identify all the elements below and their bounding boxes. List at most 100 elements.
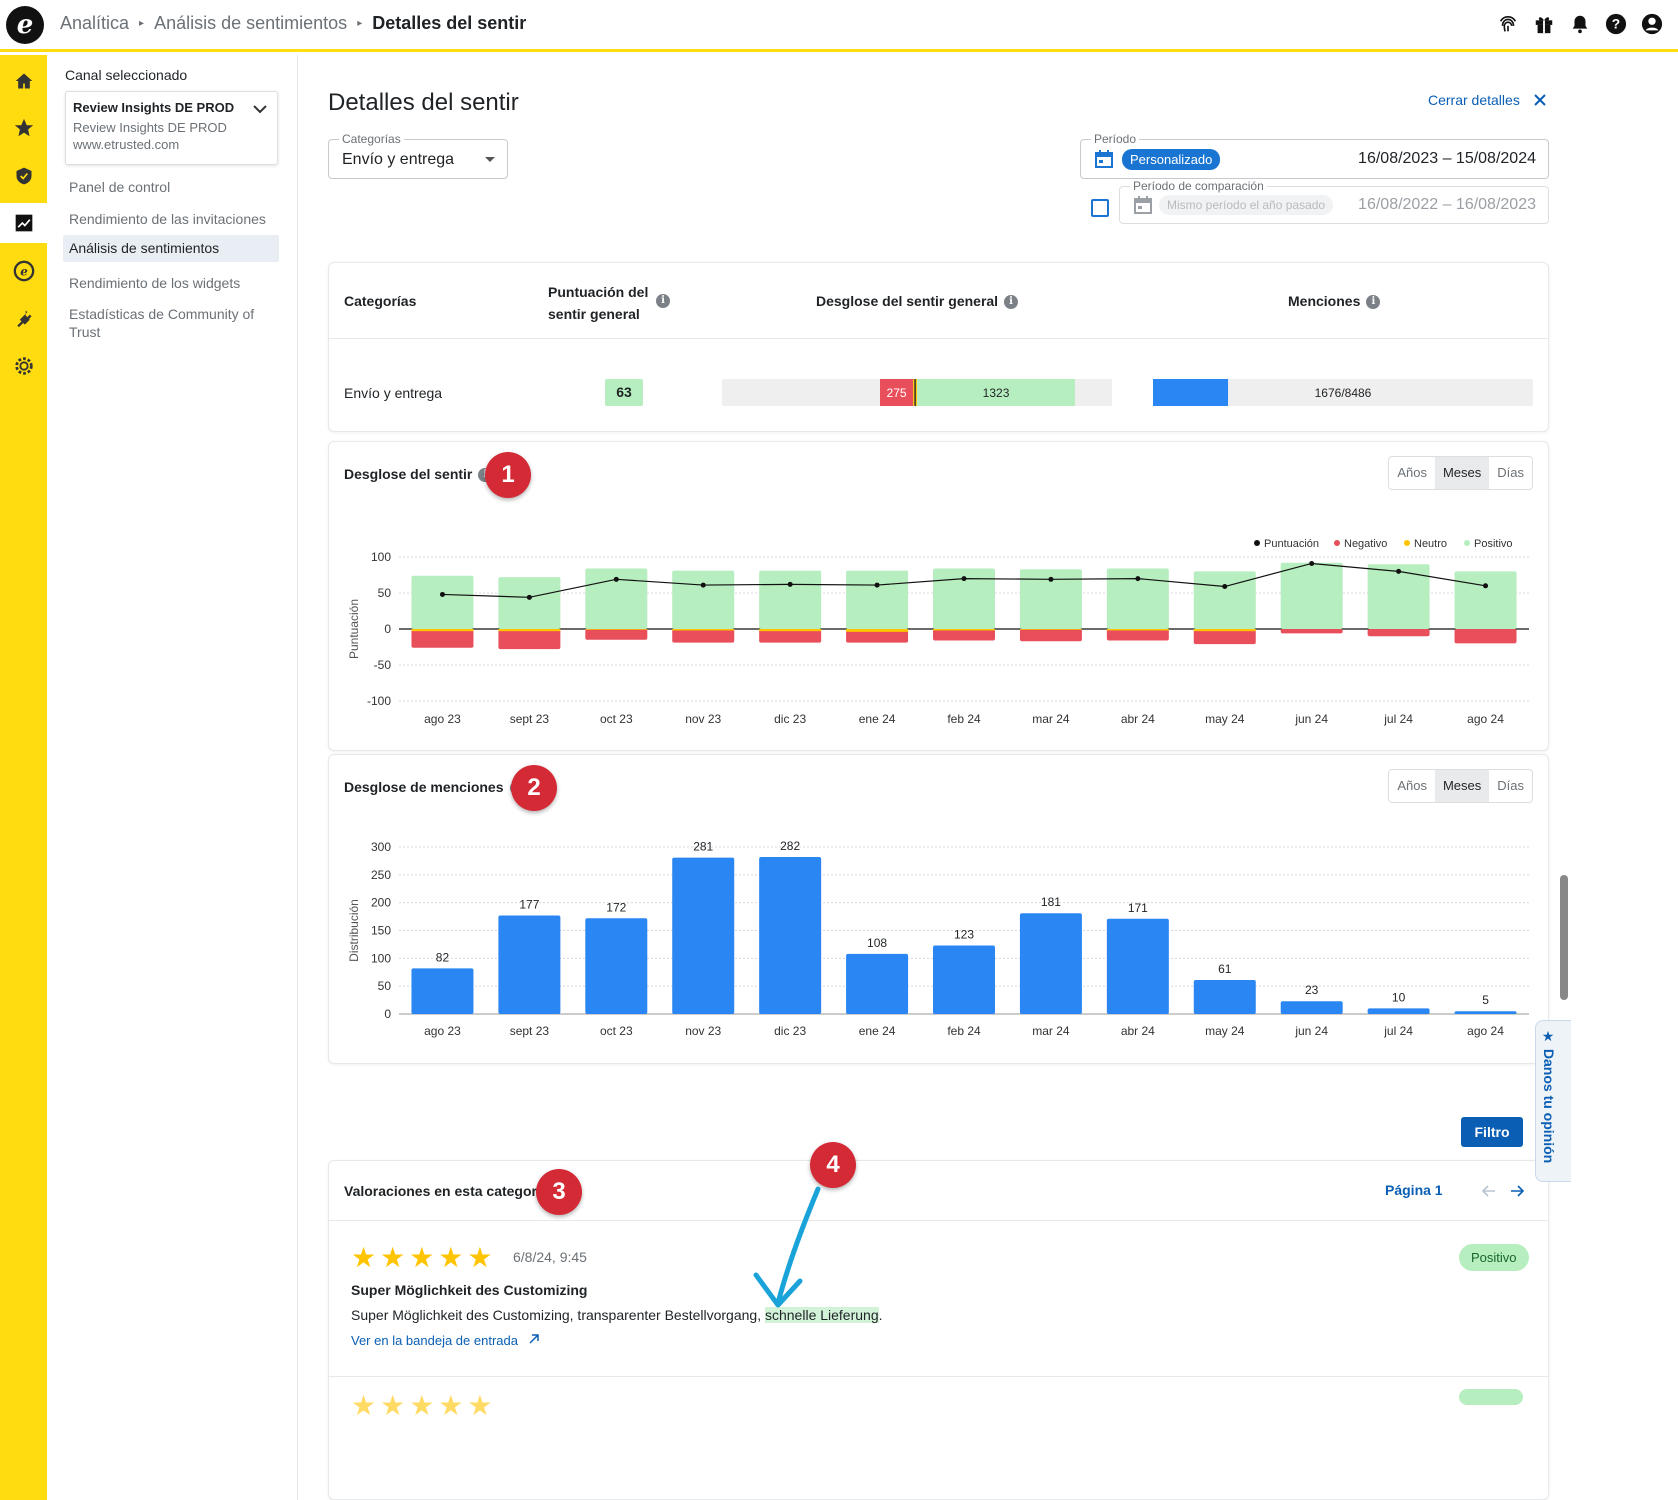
app-rail: e [0,55,47,1500]
comparison-legend: Período de comparación [1130,179,1267,193]
x-tick-label: ago 24 [1467,1024,1504,1038]
review-divider [329,1376,1548,1377]
arrow-left-icon[interactable] [1482,1185,1496,1197]
star-icon[interactable] [0,108,47,148]
fingerprint-icon[interactable] [1496,12,1520,36]
y-tick-label: 100 [371,550,391,564]
y-tick-label: 200 [371,896,391,910]
annotation-arrow-icon [753,1186,821,1308]
x-tick-label: sept 23 [510,712,550,726]
toggle-days[interactable]: Días [1497,778,1524,793]
bar-value-label: 282 [780,839,800,853]
score-badge: 63 [605,379,643,406]
negative-segment [880,379,914,406]
bell-icon[interactable] [1568,12,1592,36]
period-dates: 16/08/2023 – 15/08/2024 [1358,150,1536,167]
mentions-chart-title-text: Desglose de menciones [344,779,504,795]
negative-bar [1019,629,1082,642]
neutral-bar [498,629,561,632]
chevron-down-icon [253,105,267,114]
y-tick-label: 0 [384,622,391,636]
etrusted-logo[interactable]: e [6,6,44,44]
col-score-line1: Puntuación del [548,284,649,300]
info-icon[interactable]: i [1366,295,1381,310]
review-date: 6/8/24, 9:45 [513,1249,587,1265]
help-icon[interactable]: ? [1604,12,1628,36]
gift-icon[interactable] [1532,12,1556,36]
bar-value-label: 82 [436,950,450,964]
filter-button[interactable]: Filtro [1461,1117,1523,1147]
channel-name: Review Insights DE PROD [73,100,235,115]
col-categories: Categorías [344,293,417,309]
home-icon[interactable] [0,61,47,101]
mentions-bar [411,968,474,1014]
review-text: Super Möglichkeit des Customizing, trans… [351,1307,883,1323]
sidebar-item-dashboard[interactable]: Panel de control [69,179,171,195]
toggle-days[interactable]: Días [1497,465,1524,480]
scrollbar-thumb[interactable] [1560,875,1568,1000]
comparison-checkbox[interactable] [1091,199,1109,217]
y-tick-label: -100 [367,694,391,708]
sidebar-item-invitations[interactable]: Rendimiento de las invitaciones [69,211,266,227]
info-icon[interactable]: i [656,294,670,308]
info-icon[interactable]: i [1004,295,1019,310]
annotation-marker-2: 2 [511,765,557,811]
sidebar-item-sentiment[interactable]: Análisis de sentimientos [63,235,279,262]
channel-selector[interactable]: Review Insights DE PROD Review Insights … [65,91,278,165]
legend-swatch [1334,540,1340,546]
sidebar-item-widgets[interactable]: Rendimiento de los widgets [69,275,241,291]
comparison-period-picker[interactable]: Período de comparación Mismo período el … [1119,179,1549,224]
neutral-bar [1106,629,1169,631]
col-breakdown: Desglose del sentir general i [816,293,1019,310]
y-tick-label: 150 [371,924,391,938]
legend-swatch [1254,540,1260,546]
breadcrumb-sentiment[interactable]: Análisis de sentimientos [154,13,348,33]
summary-card: Categorías Puntuación del sentir general… [328,262,1549,432]
x-tick-label: sept 23 [510,1024,550,1038]
positive-bar [498,577,561,629]
settings-gear-icon[interactable] [0,346,47,386]
view-in-inbox-link[interactable]: Ver en la bandeja de entrada [351,1333,540,1348]
breadcrumb-separator-icon: ▸ [357,18,363,29]
legend-swatch [1404,540,1410,546]
breadcrumb-separator-icon: ▸ [139,18,145,29]
calendar-icon [1095,150,1113,168]
legend-swatch [1464,540,1470,546]
bar-value-label: 123 [954,928,974,942]
positive-bar [759,570,822,629]
calendar-icon [1134,196,1152,214]
account-icon[interactable] [1640,12,1664,36]
channel-sub: Review Insights DE PROD [73,120,227,135]
mentions-breakdown-card: Desglose de mencionesi 2 Años Meses Días… [328,754,1549,1064]
positive-bar [933,568,995,629]
review-text-highlight: schnelle Lieferung [764,1307,879,1323]
y-axis-label: Puntuación [347,599,361,659]
sentiment-breakdown-card: Desglose del sentiri 1 Años Meses Días 1… [328,441,1549,751]
comparison-pill: Mismo período el año pasado [1159,195,1334,215]
arrow-right-icon[interactable] [1510,1185,1524,1197]
toggle-years[interactable]: Años [1397,465,1427,480]
toggle-years[interactable]: Años [1397,778,1427,793]
toggle-months[interactable]: Meses [1434,457,1490,489]
view-in-inbox-label: Ver en la bandeja de entrada [351,1333,518,1348]
period-picker[interactable]: Período Personalizado 16/08/2023 – 15/08… [1080,132,1549,179]
mentions-bar [1193,980,1256,1014]
etrusted-circle-icon[interactable]: e [0,251,47,291]
mentions-bar: 1676/8486 [1153,379,1533,406]
category-legend: Categorías [339,132,404,146]
breadcrumb-analitica[interactable]: Analítica [60,13,130,33]
mentions-bar-graphic: 1676/8486 [1153,379,1372,406]
plug-icon[interactable] [0,298,47,338]
close-details-button[interactable]: Cerrar detalles [1428,92,1546,108]
toggle-months[interactable]: Meses [1434,770,1490,802]
sentiment-badge [1459,1389,1523,1405]
col-score-line2: sentir general [548,306,640,322]
analytics-icon[interactable] [0,203,47,243]
shield-icon[interactable] [0,156,47,196]
feedback-tab[interactable]: ★ Danos tu opinión [1535,1020,1571,1182]
svg-text:e: e [20,265,28,279]
category-select[interactable]: Categorías Envío y entrega [328,132,508,179]
annotation-marker-3: 3 [536,1169,582,1215]
sidebar-item-community[interactable]: Estadísticas de Community of Trust [69,306,255,340]
neutral-bar [933,629,995,631]
